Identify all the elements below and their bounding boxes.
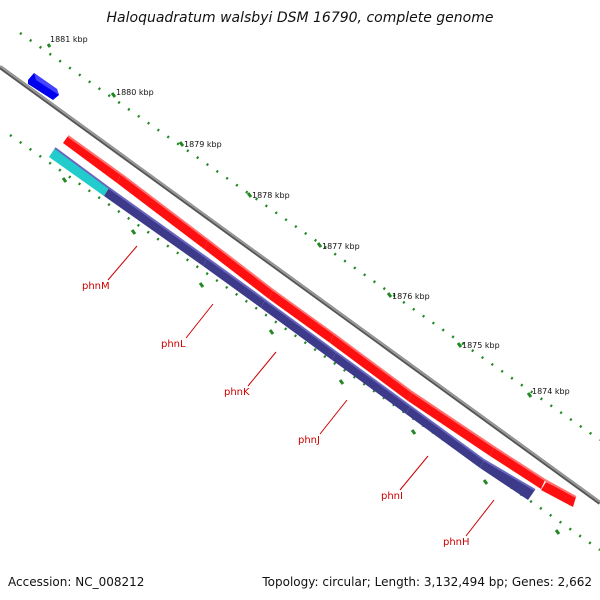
label-connector bbox=[185, 303, 214, 339]
tick-mark bbox=[198, 282, 205, 288]
label-connector bbox=[399, 455, 429, 491]
gene-reverse[interactable] bbox=[480, 460, 535, 500]
label-connector bbox=[319, 399, 348, 435]
gene-forward[interactable] bbox=[117, 174, 208, 249]
tick-label: 1877 kbp bbox=[322, 242, 360, 251]
gene-arrow-blue-top bbox=[34, 73, 59, 95]
gene-forward[interactable] bbox=[269, 290, 334, 343]
gene-reverse[interactable] bbox=[203, 258, 265, 308]
gene-label-phnK[interactable]: phnK bbox=[224, 387, 250, 398]
tick-label: 1881 kbp bbox=[50, 35, 88, 44]
tick-mark bbox=[456, 342, 463, 348]
gene-label-phnM[interactable]: phnM bbox=[82, 281, 110, 292]
gene-reverse[interactable] bbox=[332, 352, 410, 414]
tick-mark bbox=[386, 292, 393, 298]
lower-major-ticks bbox=[61, 177, 561, 535]
gene-forward[interactable] bbox=[541, 482, 576, 507]
tick-mark bbox=[110, 92, 117, 98]
topology-text: Topology: circular; Length: 3,132,494 bp… bbox=[261, 575, 592, 589]
tick-mark bbox=[178, 141, 185, 147]
tick-mark bbox=[482, 479, 489, 485]
tick-label: 1878 kbp bbox=[252, 191, 290, 200]
forward-genes bbox=[63, 135, 577, 507]
reverse-genes bbox=[49, 147, 536, 500]
gene-reverse-cyan[interactable] bbox=[49, 148, 109, 196]
gene-label-phnL[interactable]: phnL bbox=[161, 339, 186, 350]
gene-forward[interactable] bbox=[408, 392, 494, 456]
label-connector bbox=[247, 351, 277, 387]
gene-forward[interactable] bbox=[490, 447, 545, 489]
gene-forward[interactable] bbox=[63, 136, 121, 183]
gene-arrow-blue[interactable] bbox=[28, 73, 59, 100]
label-connector bbox=[107, 245, 138, 281]
tick-mark bbox=[526, 392, 533, 398]
accession-text: Accession: NC_008212 bbox=[8, 575, 144, 589]
gene-forward[interactable] bbox=[204, 240, 273, 299]
tick-mark bbox=[61, 177, 68, 183]
label-connector bbox=[465, 499, 495, 537]
tick-mark bbox=[46, 43, 52, 48]
gene-forward[interactable] bbox=[330, 334, 412, 401]
gene-reverse[interactable] bbox=[104, 188, 207, 266]
tick-label: 1875 kbp bbox=[462, 341, 500, 350]
tick-label: 1876 kbp bbox=[392, 292, 430, 301]
gene-blue[interactable] bbox=[28, 73, 59, 100]
gene-label-phnH[interactable]: phnH bbox=[443, 537, 470, 548]
tick-mark bbox=[268, 329, 275, 335]
gene-reverse[interactable] bbox=[261, 300, 336, 360]
tick-label: 1880 kbp bbox=[116, 88, 154, 97]
tick-mark bbox=[554, 529, 561, 535]
backbone-line bbox=[0, 65, 600, 503]
gene-forward-highlight bbox=[67, 135, 577, 498]
tick-mark bbox=[130, 229, 137, 235]
gene-reverse-highlight bbox=[54, 147, 536, 491]
tick-mark bbox=[316, 242, 323, 248]
tick-label: 1879 kbp bbox=[184, 140, 222, 149]
map-title: Haloquadratum walsbyi DSM 16790, complet… bbox=[107, 10, 494, 26]
major-ticks bbox=[46, 43, 533, 398]
gene-label-phnI[interactable]: phnI bbox=[381, 491, 403, 502]
tick-label: 1874 kbp bbox=[532, 387, 570, 396]
tick-mark bbox=[338, 379, 345, 385]
tick-mark bbox=[246, 192, 253, 198]
tick-mark bbox=[410, 429, 417, 435]
gene-label-phnJ[interactable]: phnJ bbox=[298, 435, 320, 446]
gene-label-connectors bbox=[107, 245, 495, 537]
gene-reverse[interactable] bbox=[406, 406, 484, 468]
ruler-dots-upper bbox=[19, 31, 600, 442]
